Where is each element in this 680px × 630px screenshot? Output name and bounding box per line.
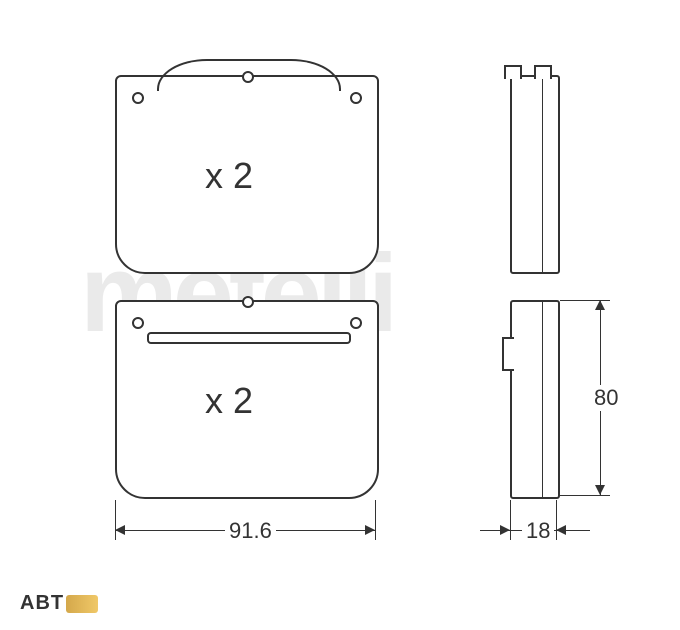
center-hole: [242, 296, 254, 308]
mounting-hole: [132, 92, 144, 104]
side-split: [542, 77, 543, 272]
arrow-left-icon: [556, 525, 566, 535]
car-icon: [66, 595, 98, 613]
quantity-label-top: x 2: [205, 155, 253, 197]
wire-guide: [147, 332, 351, 344]
ext-line: [560, 495, 610, 496]
ext-line: [510, 500, 511, 540]
sensor-tab: [502, 337, 514, 371]
arrow-down-icon: [595, 485, 605, 495]
center-hole: [242, 71, 254, 83]
quantity-label-bottom: x 2: [205, 380, 253, 422]
mounting-hole: [132, 317, 144, 329]
side-split: [542, 302, 543, 497]
arrow-up-icon: [595, 300, 605, 310]
technical-drawing: metelli x 2 x 2 91.6 18 80: [0, 0, 680, 630]
arrow-left-icon: [115, 525, 125, 535]
arrow-right-icon: [365, 525, 375, 535]
clip-tab: [504, 65, 522, 79]
mounting-hole: [350, 92, 362, 104]
ext-line: [375, 500, 376, 540]
arrow-right-icon: [500, 525, 510, 535]
pad-side-top: [510, 75, 560, 274]
clip-tab: [534, 65, 552, 79]
dim-width-value: 91.6: [225, 518, 276, 544]
brand-text: ABT: [20, 592, 64, 614]
pad-side-bottom: [510, 300, 560, 499]
mounting-hole: [350, 317, 362, 329]
brand-logo: ABT: [20, 592, 100, 615]
dim-thickness-value: 18: [522, 518, 554, 544]
dim-height-value: 80: [590, 385, 622, 411]
